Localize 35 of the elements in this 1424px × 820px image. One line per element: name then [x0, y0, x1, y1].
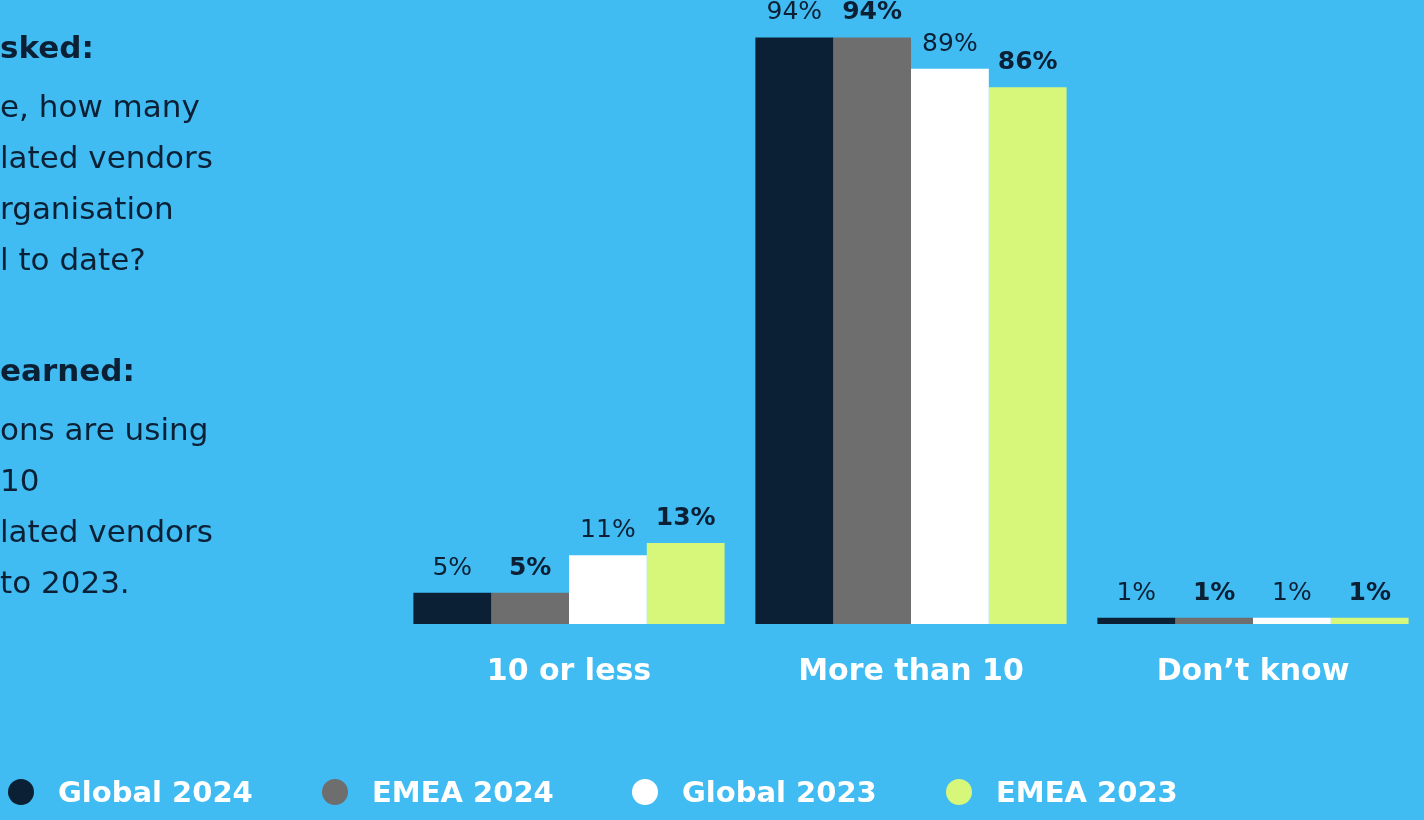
data-label: 5% — [432, 551, 473, 581]
data-label: 94% — [766, 0, 823, 26]
legend-label: Global 2024 — [58, 775, 253, 809]
legend-label: EMEA 2023 — [996, 775, 1178, 809]
data-label: 5% — [508, 551, 552, 581]
data-label: 1% — [1272, 576, 1312, 606]
bar — [413, 592, 492, 624]
text: earned: — [0, 351, 136, 390]
data-label: 1% — [1348, 576, 1391, 606]
bar — [1253, 617, 1331, 624]
bar — [569, 555, 647, 624]
text: e, how many lated vendors rganisation l to date? — [0, 87, 214, 279]
data-label: 1% — [1116, 576, 1157, 606]
bar — [833, 37, 911, 624]
data-label: 86% — [997, 46, 1058, 76]
x-tick-label: 10 or less — [486, 651, 652, 687]
data-label: 89% — [922, 27, 978, 57]
bar — [1097, 617, 1176, 624]
bar — [646, 542, 725, 624]
x-tick-label: Don’t know — [1156, 651, 1350, 687]
bar — [491, 592, 569, 624]
data-label: 94% — [842, 0, 903, 26]
data-label: 11% — [580, 514, 636, 544]
bar — [988, 87, 1067, 624]
legend-label: EMEA 2024 — [372, 775, 554, 809]
legend-label: Global 2023 — [682, 775, 877, 809]
x-tick-label: More than 10 — [798, 651, 1024, 687]
data-label: 13% — [655, 501, 716, 531]
bar — [755, 37, 834, 624]
bar — [911, 68, 989, 624]
data-label: 1% — [1192, 576, 1236, 606]
bar — [1330, 617, 1409, 624]
text: ons are using 10 lated vendors to 2023. — [0, 410, 214, 602]
bar — [1175, 617, 1253, 624]
text: sked: — [0, 28, 95, 67]
